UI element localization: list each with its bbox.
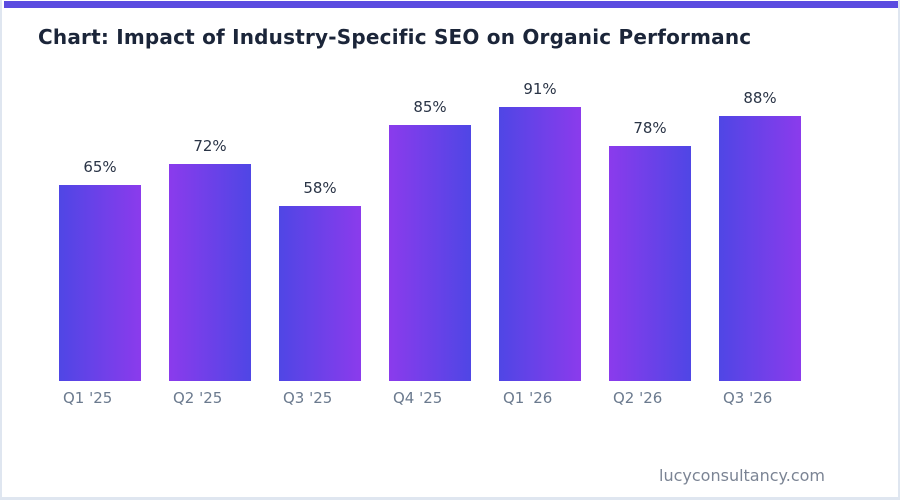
bar-value-label: 91% (523, 80, 557, 98)
bar-value-label: 78% (633, 119, 667, 137)
x-axis-tick-label: Q1 '25 (63, 389, 113, 407)
x-axis-tick-label: Q2 '26 (613, 389, 663, 407)
x-axis-tick-label: Q3 '25 (283, 389, 333, 407)
bar (719, 116, 801, 381)
bar-column: 91% Q1 '26 (499, 81, 581, 407)
x-axis-tick-label: Q3 '26 (723, 389, 773, 407)
bar-value-label: 72% (193, 137, 227, 155)
bar-chart: 65% Q1 '25 72% Q2 '25 58% Q3 '25 85% Q4 '25 91% Q… (59, 54, 801, 407)
x-axis-tick-label: Q1 '26 (503, 389, 553, 407)
bar (169, 164, 251, 381)
bar-value-label: 85% (413, 98, 447, 116)
bar-column: 78% Q2 '26 (609, 120, 691, 407)
chart-title: Chart: Impact of Industry-Specific SEO o… (38, 25, 752, 49)
bar-column: 88% Q3 '26 (719, 90, 801, 407)
x-axis-tick-label: Q4 '25 (393, 389, 443, 407)
x-axis-tick-label: Q2 '25 (173, 389, 223, 407)
bar-column: 58% Q3 '25 (279, 180, 361, 407)
bar (389, 125, 471, 381)
top-accent-strip (4, 1, 898, 8)
bar (499, 107, 581, 381)
bar-column: 85% Q4 '25 (389, 99, 471, 407)
bar-column: 65% Q1 '25 (59, 159, 141, 407)
bar-value-label: 88% (743, 89, 777, 107)
bar (59, 185, 141, 381)
footer-brand-text: lucyconsultancy.com (659, 466, 825, 485)
bar-value-label: 65% (83, 158, 117, 176)
bar (279, 206, 361, 381)
bar-column: 72% Q2 '25 (169, 138, 251, 407)
bar-value-label: 58% (303, 179, 337, 197)
bar (609, 146, 691, 381)
